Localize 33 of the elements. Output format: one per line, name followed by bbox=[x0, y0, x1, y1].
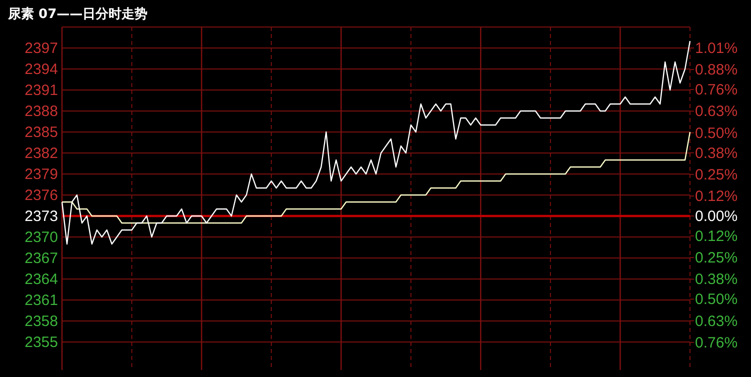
y2-tick-label: 0.63% bbox=[695, 312, 738, 330]
y2-tick-label: 0.25% bbox=[695, 250, 738, 267]
y-tick-label: 2355 bbox=[24, 334, 58, 351]
y-tick-label: 2397 bbox=[24, 40, 58, 57]
y2-tick-label: 0.88% bbox=[695, 62, 738, 79]
y-tick-label: 2367 bbox=[24, 250, 58, 267]
y-tick-label: 2388 bbox=[24, 103, 58, 120]
line-series bbox=[61, 131, 691, 224]
line-series bbox=[61, 40, 691, 245]
y2-tick-label: 0.12% bbox=[695, 188, 738, 206]
y2-tick-label: 0.00% bbox=[695, 208, 738, 225]
y2-tick-label: 0.12% bbox=[695, 228, 738, 245]
y-tick-label: 2364 bbox=[24, 271, 58, 288]
y2-tick-label: 0.50% bbox=[695, 291, 738, 308]
y2-tick-label: 0.25% bbox=[695, 166, 738, 184]
y-tick-label: 2385 bbox=[24, 124, 58, 141]
y-tick-label: 2391 bbox=[24, 82, 58, 99]
y2-tick-label: 0.63% bbox=[695, 103, 738, 120]
y2-tick-label: 0.76% bbox=[695, 334, 738, 352]
y2-tick-label: 0.38% bbox=[695, 144, 738, 162]
y-tick-label: 2361 bbox=[24, 292, 58, 309]
y-tick-label: 2379 bbox=[24, 166, 58, 183]
y2-tick-label: 0.76% bbox=[695, 82, 738, 99]
y2-tick-label: 0.38% bbox=[695, 271, 738, 288]
y2-tick-label: 0.50% bbox=[695, 124, 738, 142]
y-tick-label: 2394 bbox=[24, 61, 58, 78]
y-tick-label: 2376 bbox=[24, 187, 58, 204]
y-tick-label: 2373 bbox=[24, 208, 58, 225]
y2-tick-label: 1.01% bbox=[695, 40, 738, 57]
chart-title: 尿素 07——日分时走势 bbox=[7, 6, 148, 22]
y-tick-label: 2382 bbox=[24, 145, 58, 162]
y-tick-label: 2358 bbox=[24, 313, 58, 330]
y-tick-label: 2370 bbox=[24, 229, 58, 246]
